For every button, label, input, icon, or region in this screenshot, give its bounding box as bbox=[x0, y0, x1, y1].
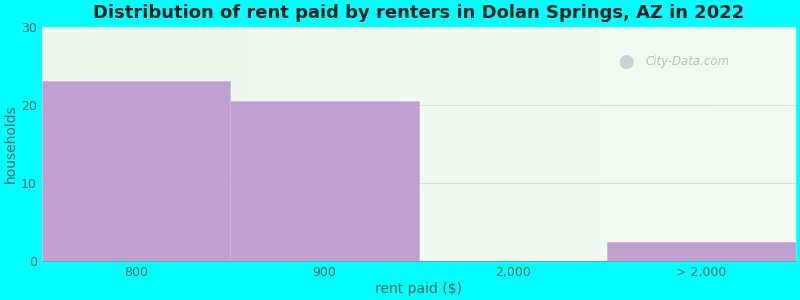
Y-axis label: households: households bbox=[4, 104, 18, 183]
Title: Distribution of rent paid by renters in Dolan Springs, AZ in 2022: Distribution of rent paid by renters in … bbox=[93, 4, 744, 22]
Text: ⬤: ⬤ bbox=[618, 55, 634, 69]
Bar bbox=[230, 101, 418, 261]
Text: City-Data.com: City-Data.com bbox=[645, 55, 729, 68]
Bar bbox=[42, 81, 230, 261]
X-axis label: rent paid ($): rent paid ($) bbox=[375, 282, 462, 296]
Bar bbox=[607, 242, 796, 261]
